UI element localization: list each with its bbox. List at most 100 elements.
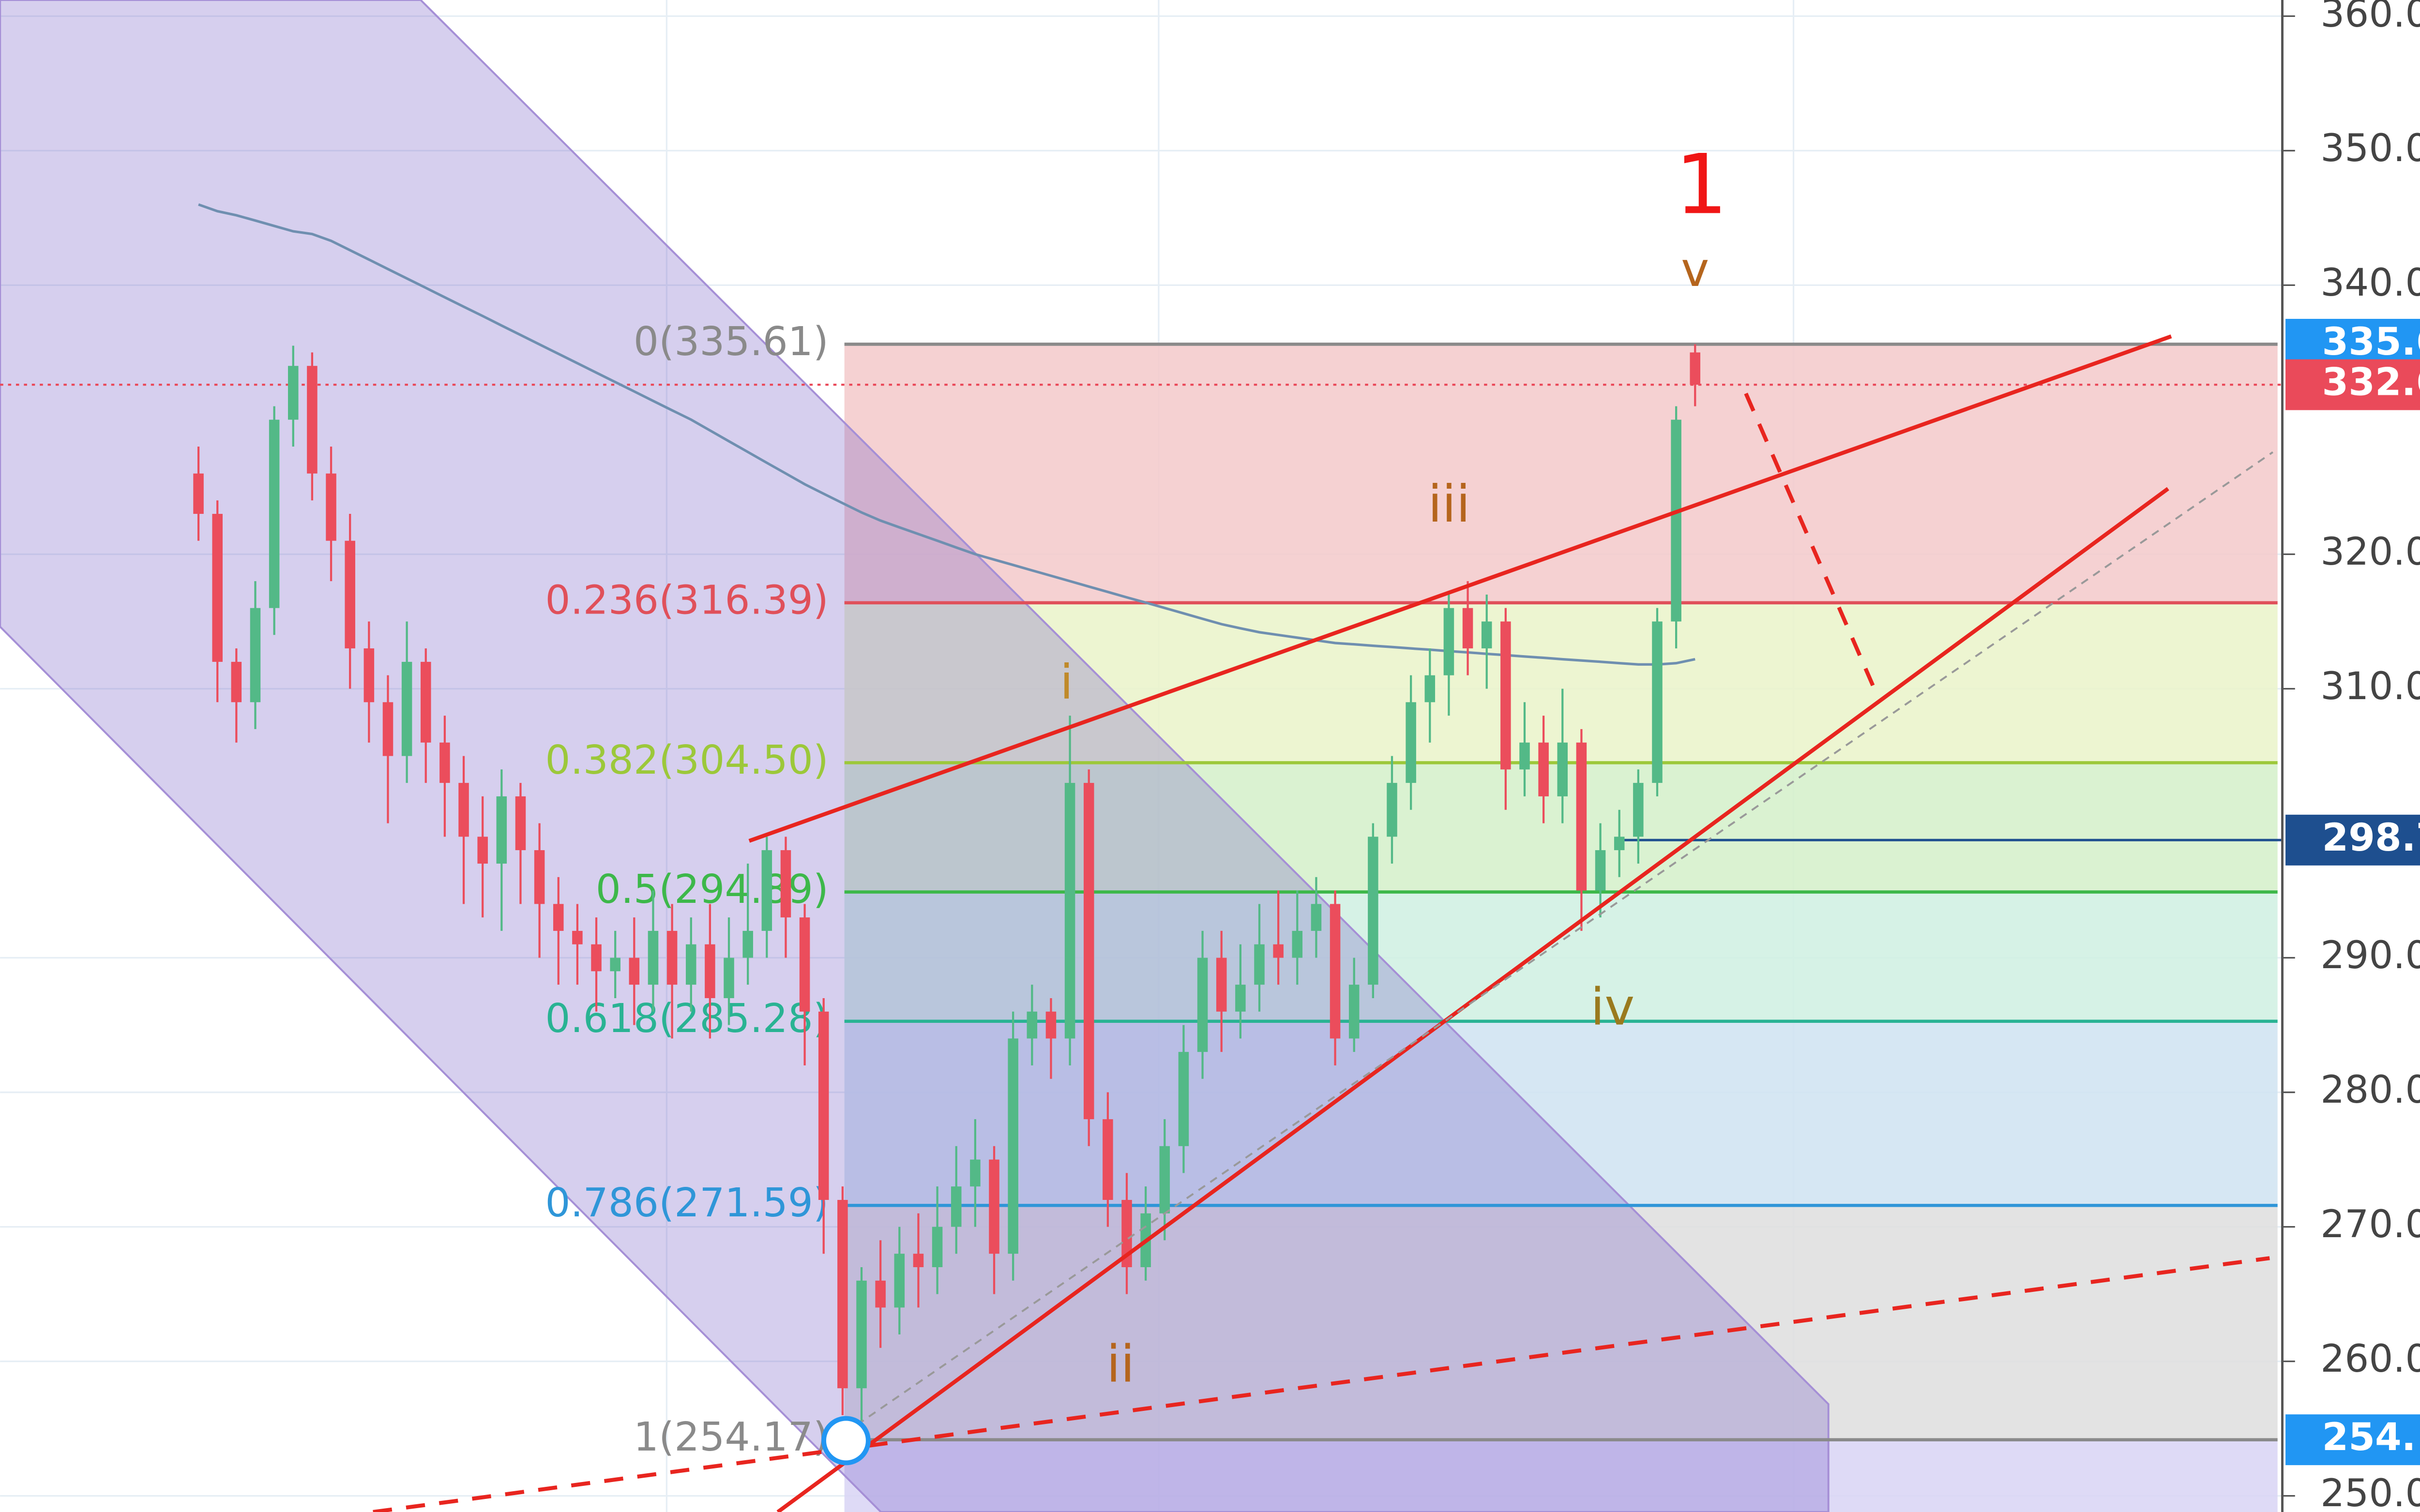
candle-body <box>629 958 640 985</box>
candle-body <box>1311 904 1322 931</box>
candle-body <box>1652 621 1663 783</box>
candle-body <box>515 796 526 851</box>
price-badge-label: 254.17 <box>2322 1415 2420 1459</box>
candle-body <box>1178 1052 1189 1146</box>
candle-body <box>932 1227 943 1267</box>
candle-body <box>799 917 810 1012</box>
fib-zones <box>844 344 2278 1512</box>
y-tick-label: 250.00 <box>2320 1471 2420 1512</box>
candle-body <box>591 944 602 972</box>
fib-level-label: 0.786(271.59) <box>545 1180 828 1226</box>
candle-body <box>875 1280 886 1308</box>
candle-body <box>989 1159 999 1254</box>
y-tick-label: 320.00 <box>2320 529 2420 574</box>
grey-dashed-line <box>856 451 2273 1426</box>
candle-body <box>685 944 696 985</box>
candle-body <box>496 796 507 864</box>
candle-body <box>1614 837 1625 851</box>
candle-body <box>1671 419 1681 622</box>
candle-body <box>345 540 355 649</box>
candle-body <box>1690 352 1701 385</box>
anchor-point[interactable] <box>821 1416 871 1466</box>
candle-body <box>970 1159 981 1187</box>
candle-body <box>1045 1011 1057 1039</box>
candle-body <box>250 608 261 703</box>
candle-body <box>1121 1199 1132 1267</box>
fib-zone <box>844 602 2278 763</box>
candle-body <box>648 930 659 985</box>
candle-body <box>288 366 299 420</box>
candle-body <box>1424 675 1436 703</box>
candle-body <box>1254 944 1265 985</box>
candle-body <box>420 661 431 743</box>
y-tick-label: 260.00 <box>2320 1336 2420 1381</box>
price-axis: 250.00 260.00 270.00 280.00 290.00 310.00 320.… <box>2282 0 2420 1512</box>
candle-body <box>761 850 772 931</box>
y-tick-label: 360.00 <box>2320 0 2420 36</box>
candle-body <box>818 1011 829 1200</box>
candle-body <box>1538 742 1549 796</box>
fib-level-label: 0.382(304.50) <box>545 737 828 783</box>
candle-body <box>610 958 620 972</box>
fib-zone <box>844 1021 2278 1206</box>
candle-body <box>1519 742 1530 770</box>
candle-body <box>705 944 715 998</box>
candles <box>193 344 1701 1440</box>
candle-body <box>1159 1146 1170 1213</box>
descending-channel <box>0 0 1830 1512</box>
y-tick-label: 290.00 <box>2320 933 2420 977</box>
candle-body <box>1595 850 1606 891</box>
candle-body <box>1235 985 1246 1012</box>
candle-body <box>1064 783 1075 1039</box>
wave-label: ii <box>1106 1334 1134 1393</box>
candle-body <box>553 904 564 931</box>
candle-body <box>894 1254 905 1308</box>
wave-label: v <box>1681 242 1709 298</box>
candle-body <box>326 473 336 541</box>
candle-body <box>363 648 375 703</box>
candle-body <box>1406 702 1416 783</box>
candle-body <box>1557 742 1568 796</box>
candle-body <box>193 473 204 514</box>
candle-body <box>1576 742 1587 891</box>
candle-body <box>1103 1119 1113 1200</box>
wave-label: 1 <box>1675 137 1727 233</box>
y-tick-label: 310.00 <box>2320 664 2420 708</box>
y-tick-label: 340.00 <box>2320 260 2420 305</box>
wedge-upper-line <box>748 334 2172 843</box>
candle-body <box>1633 783 1644 837</box>
wave-label: i <box>1060 655 1073 710</box>
candle-body <box>382 702 393 756</box>
candle-body <box>837 1199 848 1389</box>
candle-body <box>1008 1038 1018 1254</box>
candle-body <box>534 850 545 904</box>
candle-body <box>742 930 753 958</box>
fib-level-label: 0(335.61) <box>634 319 829 365</box>
candle-body <box>780 850 791 918</box>
candle-body <box>1292 930 1303 958</box>
wedge-lower-line <box>776 487 2169 1512</box>
y-tick-label: 350.00 <box>2320 126 2420 170</box>
candle-body <box>1197 958 1208 1052</box>
candle-body <box>231 661 242 703</box>
candle-body <box>572 930 583 944</box>
candle-body <box>1481 621 1492 649</box>
fib-level-label: 0.236(316.39) <box>545 577 828 623</box>
fib-zone <box>844 1205 2278 1440</box>
candle-body <box>1273 944 1284 958</box>
candle-body <box>913 1254 924 1267</box>
price-badge-label: 335.61 <box>2322 319 2420 364</box>
candle-body <box>439 742 450 783</box>
fib-level-label: 1(254.17) <box>634 1414 829 1460</box>
dashed-support-line <box>373 1256 2270 1512</box>
candle-body <box>1443 608 1454 675</box>
candle-body <box>269 419 280 608</box>
price-badge <box>2285 359 2420 410</box>
fib-level-label: 0.618(285.28) <box>545 996 828 1042</box>
candle-body <box>856 1280 867 1389</box>
y-tick-label: 270.00 <box>2320 1202 2420 1246</box>
candle-body <box>1462 608 1473 649</box>
candle-body <box>401 661 412 756</box>
